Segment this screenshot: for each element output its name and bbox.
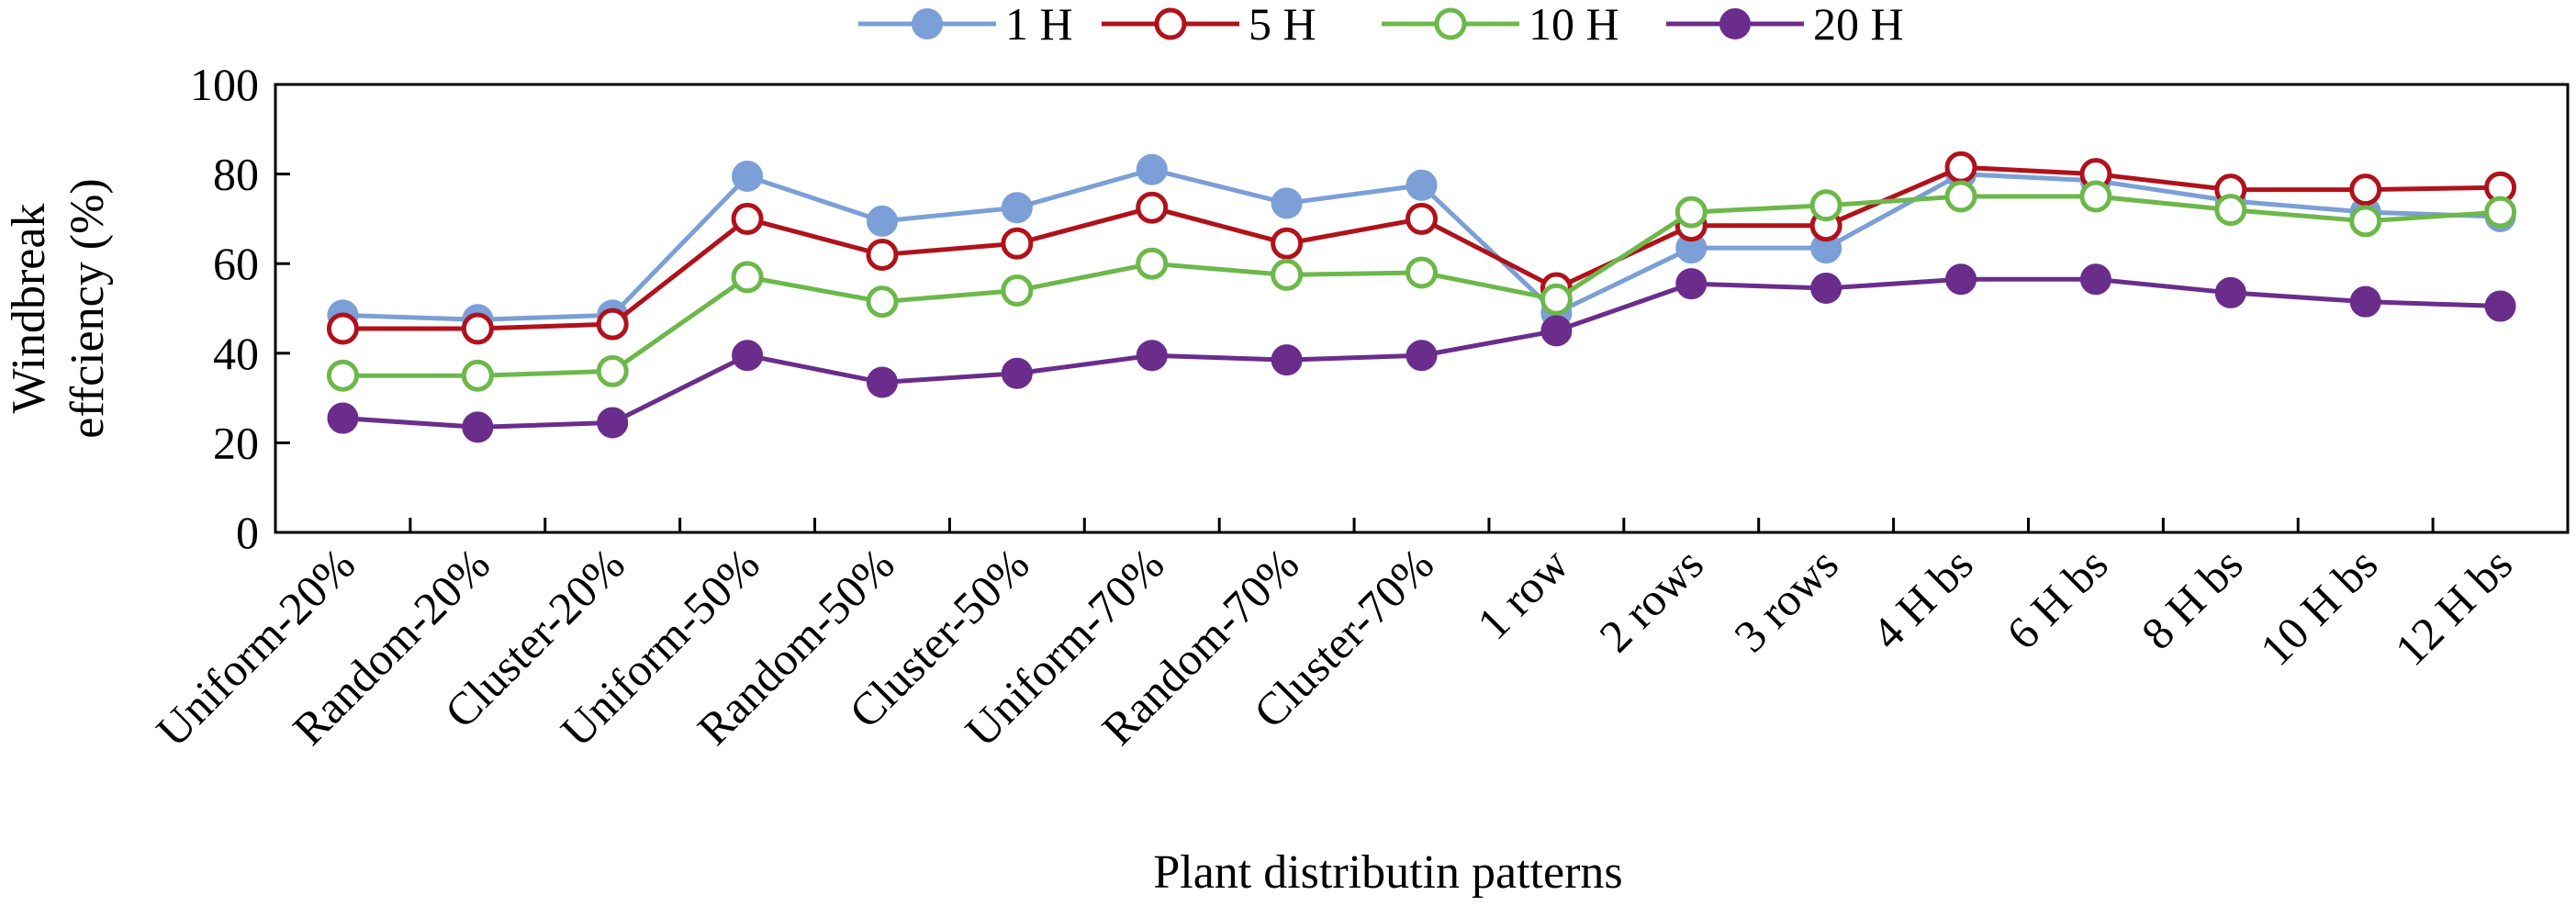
x-tick-label: 3 rows (1724, 538, 1848, 662)
y-tick-label: 20 (213, 417, 259, 468)
y-tick-label: 60 (213, 238, 259, 289)
data-point (327, 402, 359, 434)
data-point (1540, 283, 1573, 316)
data-point (1271, 344, 1303, 376)
data-point (326, 312, 359, 345)
data-point (2349, 173, 2382, 207)
data-point (326, 359, 359, 392)
data-point (461, 359, 494, 392)
data-point (1809, 189, 1842, 222)
x-axis-title: Plant distributin patterns (1153, 846, 1622, 899)
data-point (1540, 315, 1573, 347)
data-point (731, 202, 764, 235)
legend-item: 10 H (1382, 0, 1619, 50)
x-tick-label: 2 rows (1589, 538, 1713, 662)
data-point (1406, 169, 1438, 201)
data-point (2484, 290, 2516, 322)
legend-item: 5 H (1102, 0, 1316, 50)
data-point (1001, 274, 1034, 307)
data-point (1001, 192, 1033, 224)
data-point (597, 407, 629, 439)
legend-label: 20 H (1813, 0, 1904, 50)
legend: 1 H 5 H 10 H 20 H (858, 0, 1904, 50)
x-tick-label: 10 H bs (2250, 538, 2388, 676)
data-point (1944, 180, 1977, 213)
data-point (1001, 357, 1033, 389)
data-point (732, 340, 764, 372)
data-point (1001, 227, 1034, 260)
legend-marker (1154, 7, 1187, 40)
data-point (732, 161, 764, 193)
legend-label: 1 H (1005, 0, 1073, 50)
y-tick-label: 0 (236, 507, 259, 558)
x-tick-label: 1 row (1467, 538, 1578, 649)
plot-series (326, 151, 2517, 443)
legend-label: 10 H (1529, 0, 1619, 50)
data-point (1674, 196, 1708, 229)
series-20h (327, 263, 2516, 443)
data-point (2349, 205, 2382, 238)
y-axis-title: Windbreak effciency (%) (3, 178, 114, 438)
data-point (2349, 285, 2381, 318)
y-tick-label: 40 (213, 328, 259, 379)
data-point (2079, 180, 2112, 213)
data-point (1271, 187, 1303, 219)
x-tick-label: 6 H bs (1997, 538, 2118, 659)
data-point (596, 354, 629, 387)
data-point (866, 205, 898, 237)
y-tick-label: 100 (190, 59, 259, 110)
legend-item: 1 H (858, 0, 1073, 50)
plot-frame (274, 83, 2570, 534)
legend-item: 20 H (1666, 0, 1904, 50)
data-point (1136, 340, 1168, 372)
data-point (1271, 227, 1304, 260)
data-point (1406, 340, 1438, 372)
y-axis-title-line: Windbreak (3, 204, 55, 414)
data-point (866, 238, 899, 271)
data-point (461, 312, 494, 345)
axes: 020406080100Uniform-20%Random-20%Cluster… (146, 59, 2570, 756)
data-point (2484, 196, 2517, 229)
data-point (1136, 247, 1169, 280)
data-point (1406, 256, 1438, 289)
legend-marker (1434, 7, 1467, 40)
data-point (2214, 276, 2246, 308)
x-tick-label: 8 H bs (2132, 538, 2253, 659)
data-point (1136, 153, 1168, 185)
data-point (1136, 191, 1169, 224)
series-1h (327, 153, 2516, 336)
y-tick-label: 80 (213, 149, 259, 200)
data-point (462, 411, 494, 443)
data-point (731, 261, 764, 294)
x-tick-label: 4 H bs (1862, 538, 1983, 659)
legend-label: 5 H (1249, 0, 1316, 50)
data-point (1944, 151, 1977, 184)
data-point (1675, 268, 1708, 300)
x-tick-label: 12 H bs (2385, 538, 2523, 676)
legend-marker (912, 8, 943, 39)
data-point (2079, 263, 2111, 296)
series-10h (326, 180, 2517, 392)
data-point (1271, 258, 1304, 291)
data-point (1810, 273, 1842, 305)
data-point (1406, 202, 1438, 235)
data-point (1945, 263, 1977, 296)
data-point (596, 308, 629, 341)
data-point (2214, 194, 2247, 227)
y-axis-title-line: effciency (%) (62, 178, 114, 438)
data-point (866, 285, 899, 319)
legend-marker (1719, 8, 1751, 39)
data-point (866, 366, 898, 398)
